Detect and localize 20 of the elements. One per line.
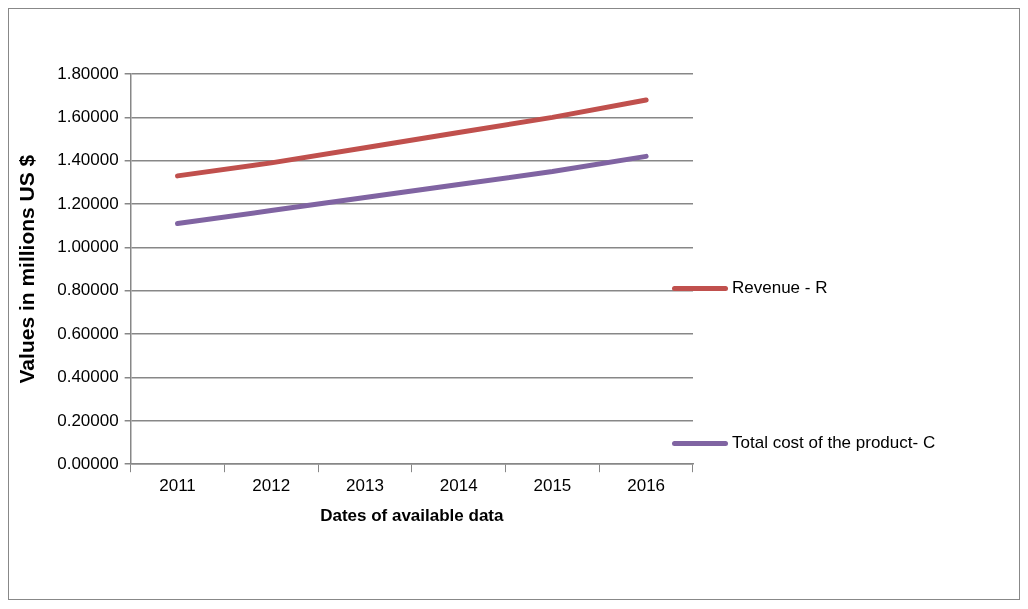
y-tick-label: 0.80000 bbox=[57, 280, 119, 300]
x-tick-label: 2015 bbox=[533, 476, 572, 496]
y-tick-label: 1.60000 bbox=[57, 107, 119, 127]
legend-label: Revenue - R bbox=[732, 278, 828, 298]
y-tick-label: 0.40000 bbox=[57, 367, 119, 387]
y-tick-label: 0.20000 bbox=[57, 410, 119, 430]
y-tick-label: 0.00000 bbox=[57, 453, 119, 473]
x-tick-label: 2012 bbox=[252, 476, 291, 496]
legend-label: Total cost of the product- C bbox=[732, 433, 936, 453]
y-tick-label: 1.20000 bbox=[57, 193, 119, 213]
x-tick-label: 2011 bbox=[159, 476, 196, 496]
y-axis-title: Values in millions US $ bbox=[15, 154, 39, 384]
y-tick-label: 0.60000 bbox=[57, 323, 119, 343]
y-tick-label: 1.40000 bbox=[57, 150, 119, 170]
x-axis-title: Dates of available data bbox=[320, 506, 505, 526]
x-tick-label: 2013 bbox=[346, 476, 384, 496]
y-tick-label: 1.80000 bbox=[57, 63, 119, 83]
x-tick-label: 2014 bbox=[439, 476, 478, 496]
y-tick-label: 1.00000 bbox=[57, 237, 119, 257]
x-tick-label: 2016 bbox=[627, 476, 666, 496]
